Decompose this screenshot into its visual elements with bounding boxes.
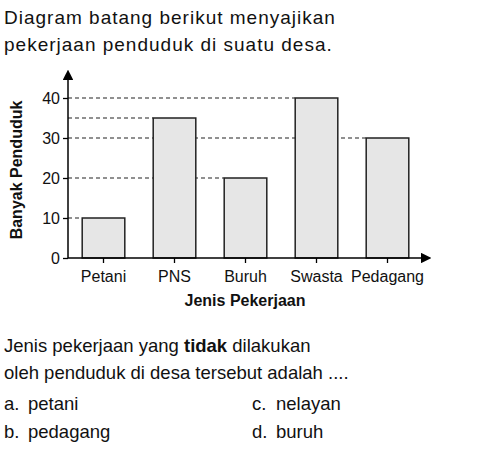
x-tick: Pedagang — [351, 258, 424, 285]
question-segment: oleh penduduk di desa tersebut adalah ..… — [4, 362, 349, 383]
option-letter: d. — [252, 421, 267, 442]
option-text: pedagang — [28, 421, 110, 442]
intro: Diagram batang berikut menyajikan pekerja… — [4, 7, 336, 55]
options: a. petani b. pedagang c. nelayan d. buruh — [4, 393, 341, 442]
x-tick-mark — [245, 258, 246, 263]
x-tick-label: Petani — [81, 268, 126, 285]
figure: Diagram batang berikut menyajikan pekerja… — [0, 0, 491, 460]
option-letter: c. — [252, 393, 266, 414]
bar — [224, 178, 267, 258]
x-tick-mark — [387, 258, 388, 263]
y-axis-title: Banyak Penduduk — [8, 101, 25, 240]
x-tick-label: Swasta — [290, 268, 343, 285]
guide-line — [68, 217, 82, 218]
guide-line — [68, 117, 153, 118]
x-tick-label: PNS — [158, 268, 191, 285]
question-segment: dilakukan — [227, 335, 310, 356]
y-axis: 0 10 20 30 40 — [42, 78, 68, 267]
bar — [366, 138, 409, 258]
x-tick-label: Pedagang — [351, 268, 424, 285]
option: a. petani — [4, 393, 78, 414]
x-tick: Petani — [81, 258, 126, 285]
question-segment: Jenis pekerjaan yang — [4, 335, 184, 356]
x-tick-mark — [316, 258, 317, 263]
option-text: nelayan — [276, 393, 341, 414]
y-tick-mark — [63, 98, 68, 99]
guide-line — [68, 97, 295, 98]
y-tick-label: 40 — [42, 90, 60, 107]
option-text: buruh — [276, 421, 323, 442]
question-segment: tidak — [184, 335, 228, 356]
option: b. pedagang — [4, 421, 110, 442]
intro-line: Diagram batang berikut menyajikan — [4, 7, 336, 28]
option-letter: a. — [4, 393, 19, 414]
option: c. nelayan — [252, 393, 341, 414]
bar — [82, 218, 125, 258]
y-tick: 30 — [42, 130, 68, 147]
y-tick-label: 20 — [42, 170, 60, 187]
x-tick-label: Buruh — [224, 268, 267, 285]
y-tick-label: 30 — [42, 130, 60, 147]
plot-area — [68, 98, 409, 258]
option-letter: b. — [4, 421, 19, 442]
x-tick: Swasta — [290, 258, 343, 285]
guide-line — [68, 177, 224, 178]
y-tick: 10 — [42, 210, 68, 227]
option: d. buruh — [252, 421, 323, 442]
y-tick-label: 0 — [51, 250, 60, 267]
y-tick-mark — [63, 258, 68, 259]
question-line: oleh penduduk di desa tersebut adalah ..… — [4, 362, 349, 383]
x-axis: Petani PNS Buruh Swasta Pedagang — [68, 258, 424, 285]
x-tick-mark — [174, 258, 175, 263]
bar — [153, 118, 196, 258]
y-tick: 20 — [42, 170, 68, 187]
x-tick-mark — [103, 258, 104, 263]
question-line: Jenis pekerjaan yang tidak dilakukan — [4, 335, 310, 356]
y-tick: 0 — [51, 250, 68, 267]
intro-line: pekerjaan penduduk di suatu desa. — [4, 34, 333, 55]
y-tick: 40 — [42, 90, 68, 107]
x-tick: Buruh — [224, 258, 267, 285]
x-tick: PNS — [158, 258, 191, 285]
y-tick-label: 10 — [42, 210, 60, 227]
y-tick-mark — [63, 218, 68, 219]
y-tick-mark — [63, 178, 68, 179]
y-tick-mark — [63, 138, 68, 139]
question: Jenis pekerjaan yang tidak dilakukan oleh… — [4, 335, 349, 383]
y-axis-line — [67, 78, 69, 258]
option-text: petani — [28, 393, 78, 414]
bar — [295, 98, 338, 258]
x-axis-title: Jenis Pekerjaan — [185, 292, 306, 309]
